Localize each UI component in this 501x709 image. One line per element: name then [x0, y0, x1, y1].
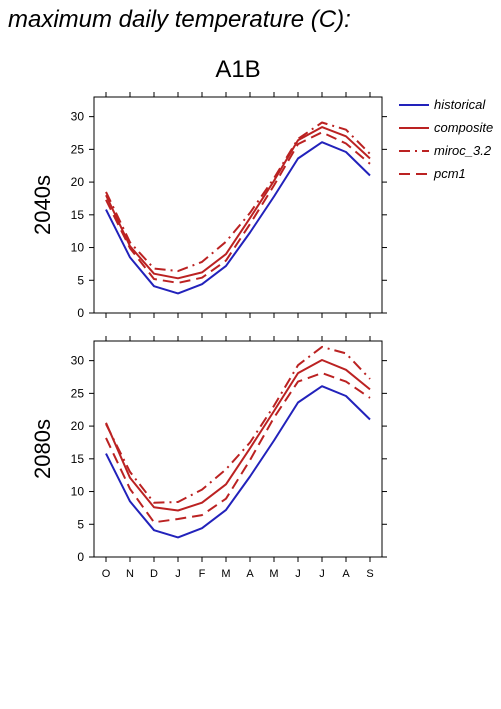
- series-line-composite: [105, 126, 371, 280]
- legend-label-historical: historical: [434, 97, 486, 112]
- plot-frame: [93, 340, 383, 558]
- y-tick-label: 25: [71, 386, 85, 400]
- y-tick-label: 5: [77, 517, 84, 531]
- y-tick-label: 10: [71, 485, 85, 499]
- y-tick-label: 25: [71, 142, 85, 156]
- legend-label-composite: composite: [434, 120, 493, 135]
- y-tick-label: 30: [71, 354, 85, 368]
- series-line-pcm1: [105, 372, 371, 524]
- y-axis-label: 2040s: [30, 175, 55, 235]
- legend-label-miroc-3-2: miroc_3.2: [434, 143, 492, 158]
- scenario-title: A1B: [215, 56, 261, 83]
- panel-2080s: 0 5 10 15 20 25 30 O N D J F M A M J J A S 2080s: [30, 336, 387, 580]
- x-tick-label: J: [319, 568, 325, 580]
- y-tick-label: 0: [77, 550, 84, 564]
- y-tick-label: 15: [71, 208, 85, 222]
- x-tick-label: S: [366, 568, 373, 580]
- series-line-pcm1: [105, 131, 371, 284]
- x-tick-label: J: [295, 568, 301, 580]
- x-tick-label: F: [199, 568, 206, 580]
- series-line-historical: [105, 141, 371, 295]
- series-line-composite: [105, 359, 371, 512]
- y-tick-label: 5: [77, 273, 84, 287]
- y-tick-label: 20: [71, 419, 85, 433]
- x-tick-label: O: [102, 568, 111, 580]
- plot-frame: [93, 96, 383, 314]
- legend: historical composite miroc_3.2 pcm1: [399, 97, 493, 181]
- y-tick-label: 10: [71, 241, 85, 255]
- x-tick-label: J: [175, 568, 181, 580]
- series-line-miroc-3-2: [105, 121, 371, 273]
- y-axis-label: 2080s: [30, 419, 55, 479]
- legend-label-pcm1: pcm1: [433, 166, 466, 181]
- x-tick-label: M: [221, 568, 230, 580]
- series-line-historical: [105, 385, 371, 539]
- y-tick-label: 30: [71, 110, 85, 124]
- x-tick-label: D: [150, 568, 158, 580]
- x-tick-label: A: [342, 568, 350, 580]
- page-title: maximum daily temperature (C):: [8, 6, 351, 33]
- panel-2040s: 0 5 10 15 20 25 30 2040s: [30, 92, 387, 320]
- y-tick-label: 15: [71, 452, 85, 466]
- y-tick-label: 20: [71, 175, 85, 189]
- x-tick-label: M: [269, 568, 278, 580]
- y-tick-label: 0: [77, 306, 84, 320]
- x-tick-label: N: [126, 568, 134, 580]
- x-tick-label: A: [246, 568, 254, 580]
- series-line-miroc-3-2: [105, 345, 371, 504]
